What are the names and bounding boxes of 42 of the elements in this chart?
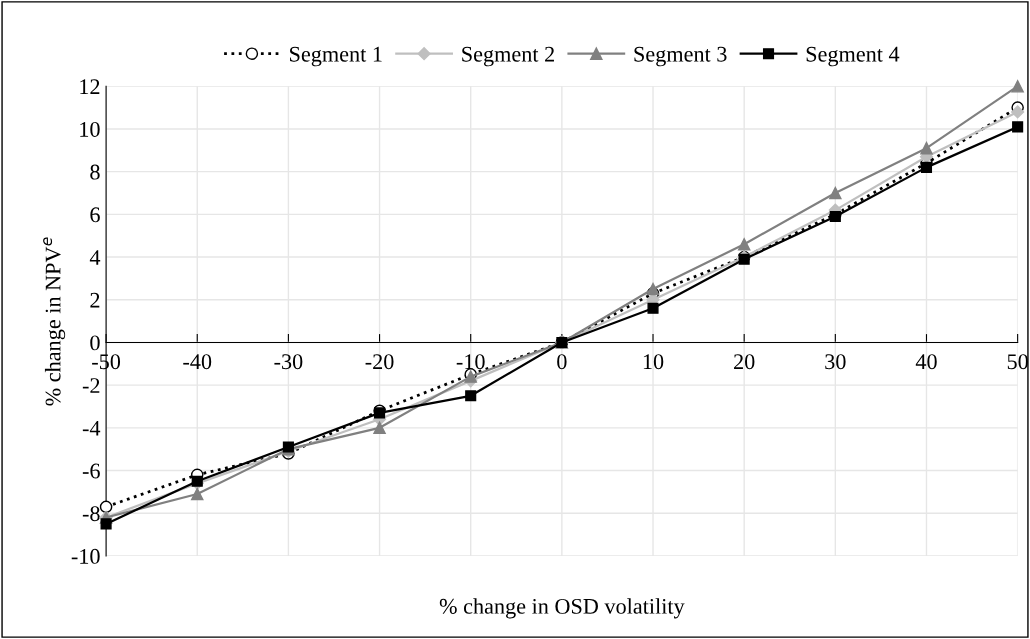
x-axis-title: % change in OSD volatility [439,598,685,619]
x-tick-label: -10 [456,354,485,370]
y-tick-label: 12 [80,79,100,94]
y-tick-label: 2 [90,292,100,308]
y-tick-label: 6 [90,207,100,223]
point [1012,121,1024,133]
point [646,282,660,296]
x-tick-label: 20 [734,354,755,370]
y-tick-label: 4 [89,250,101,265]
x-tick-label: 10 [643,354,664,370]
point [191,475,203,487]
point [737,237,751,251]
point [1011,80,1024,93]
y-axis-title: % change in NPV$^{e}$ [43,237,66,406]
point [373,421,386,435]
point [920,161,933,173]
point [99,500,113,514]
x-tick-label: 30 [825,354,846,370]
x-tick-label: -20 [365,354,394,370]
legend-label: Segment 4 [806,46,900,67]
x-tick-label: -40 [183,354,212,370]
y-tick-label: 0 [90,335,100,351]
y-tick-label: -8 [82,506,100,522]
point [920,141,933,155]
point [190,487,204,501]
y-tick-label: -2 [82,378,100,393]
y-tick-label: -10 [71,548,100,564]
legend-label: Segment 3 [634,46,727,67]
legend-label: Segment 2 [462,46,554,67]
y-tick-label: -6 [82,463,100,479]
legend-label: Segment 1 [290,46,382,67]
x-tick-label: -30 [274,354,303,370]
x-tick-label: 0 [557,354,567,370]
point [829,186,842,200]
point [647,302,659,314]
y-tick-label: -4 [82,420,101,436]
point [465,390,477,402]
x-tick-label: 40 [915,354,937,370]
point [100,518,112,530]
y-tick-label: 10 [80,121,100,137]
point [1011,105,1025,119]
y-tick-label: 8 [90,164,100,180]
